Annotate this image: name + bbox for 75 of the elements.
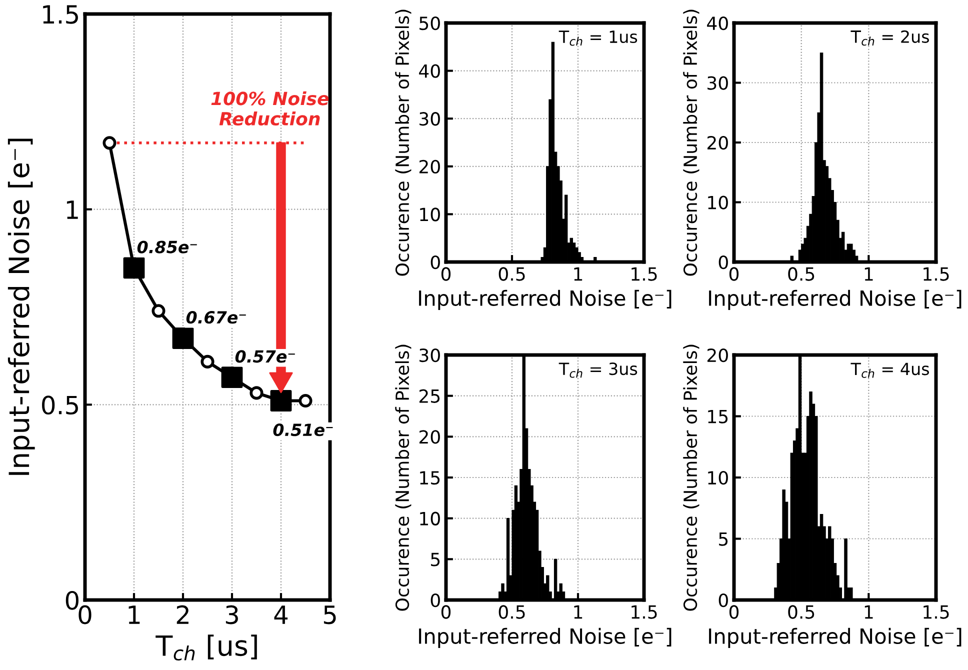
y-tick-label: 20 bbox=[419, 430, 440, 444]
x-tick-label: 0 bbox=[729, 267, 739, 281]
y-tick-label: 10 bbox=[708, 470, 728, 485]
y-tick-label: 20 bbox=[419, 160, 440, 174]
y-axis-title: Input-referred Noise [e⁻] bbox=[8, 138, 35, 475]
x-tick-label: 0.5 bbox=[788, 267, 814, 281]
y-axis-title: Occurence (Number of Pixels) bbox=[395, 10, 412, 276]
x-tick-label: 1.5 bbox=[632, 267, 657, 281]
point bbox=[270, 390, 292, 412]
x-tick-label: 0.5 bbox=[788, 605, 814, 619]
y-tick-label: 40 bbox=[707, 16, 728, 30]
point bbox=[298, 394, 312, 408]
x-axis-title: Input-referred Noise [e⁻] bbox=[419, 628, 672, 648]
point bbox=[200, 354, 214, 368]
x-tick-label: 1 bbox=[864, 605, 873, 619]
y-tick-label: 10 bbox=[420, 208, 440, 222]
x-tick-label: 0 bbox=[441, 605, 451, 619]
point bbox=[152, 304, 166, 318]
x-tick-label: 0.5 bbox=[498, 267, 525, 281]
annotation: T$_{ch}$ = 1us bbox=[558, 30, 638, 46]
y-tick-label: 30 bbox=[420, 112, 440, 126]
x-tick-label: 4 bbox=[274, 606, 288, 624]
y-tick-label: 1 bbox=[66, 200, 78, 219]
y-tick-label: 30 bbox=[708, 76, 728, 90]
y-tick-label: 0 bbox=[718, 593, 728, 608]
point bbox=[123, 257, 145, 279]
x-tick-label: 3 bbox=[226, 605, 238, 624]
y-tick-label: 20 bbox=[707, 136, 728, 150]
x-tick-label: 1 bbox=[128, 606, 140, 624]
y-tick-label: 10 bbox=[420, 512, 440, 526]
x-axis-title: Input-referred Noise [e⁻] bbox=[709, 290, 962, 310]
point bbox=[102, 136, 116, 150]
y-tick-label: 5 bbox=[719, 532, 728, 546]
y-tick-label: 1.5 bbox=[43, 5, 78, 24]
point bbox=[250, 386, 264, 400]
x-tick-label: 2 bbox=[176, 605, 188, 624]
x-tick-label: 1.5 bbox=[924, 267, 949, 281]
x-tick-label: 5 bbox=[324, 606, 336, 624]
x-tick-label: 1 bbox=[574, 267, 582, 281]
x-tick-label: 1 bbox=[574, 605, 582, 619]
y-tick-label: 10 bbox=[708, 196, 728, 210]
annotation: T$_{ch}$ = 2us bbox=[850, 30, 929, 46]
annotation: T$_{ch}$ = 4us bbox=[850, 362, 929, 378]
data-label: 0.57e⁻ bbox=[235, 350, 295, 363]
point bbox=[221, 366, 243, 388]
data-label: 0.51e⁻ bbox=[273, 424, 333, 436]
y-tick-label: 30 bbox=[420, 348, 440, 362]
data-label: 0.67e⁻ bbox=[186, 311, 246, 324]
x-axis-title: T$_{ch}$ [us] bbox=[156, 634, 257, 661]
y-axis-title: Occurence (Number of Pixels) bbox=[683, 344, 700, 611]
y-tick-label: 20 bbox=[707, 348, 728, 362]
x-tick-label: 0 bbox=[78, 605, 92, 624]
x-axis-title: Input-referred Noise [e⁻] bbox=[709, 628, 962, 648]
y-tick-label: 5 bbox=[431, 552, 440, 566]
y-tick-label: 15 bbox=[708, 410, 728, 424]
y-axis-title: Occurence (Number of Pixels) bbox=[395, 344, 412, 611]
x-axis-title: Input-referred Noise [e⁻] bbox=[419, 290, 672, 310]
data-label: 0.85e⁻ bbox=[137, 240, 197, 254]
y-tick-label: 0 bbox=[430, 255, 440, 270]
x-tick-label: 1.5 bbox=[924, 605, 949, 619]
annotation: T$_{ch}$ = 3us bbox=[558, 362, 638, 378]
y-tick-label: 50 bbox=[420, 16, 440, 30]
x-tick-label: 0 bbox=[729, 605, 739, 619]
y-axis-title: Occurence (Number of Pixels) bbox=[683, 10, 700, 276]
y-tick-label: 40 bbox=[419, 64, 440, 78]
x-tick-label: 0.5 bbox=[498, 605, 525, 619]
y-tick-label: 0 bbox=[718, 255, 728, 270]
y-tick-label: 15 bbox=[420, 471, 440, 485]
y-tick-label: 0.5 bbox=[42, 396, 78, 415]
x-tick-label: 1.5 bbox=[632, 605, 657, 619]
y-tick-label: 25 bbox=[419, 389, 440, 403]
point bbox=[172, 328, 194, 349]
x-tick-label: 1 bbox=[864, 267, 873, 281]
x-tick-label: 0 bbox=[441, 267, 451, 281]
y-tick-label: 0 bbox=[430, 593, 440, 608]
